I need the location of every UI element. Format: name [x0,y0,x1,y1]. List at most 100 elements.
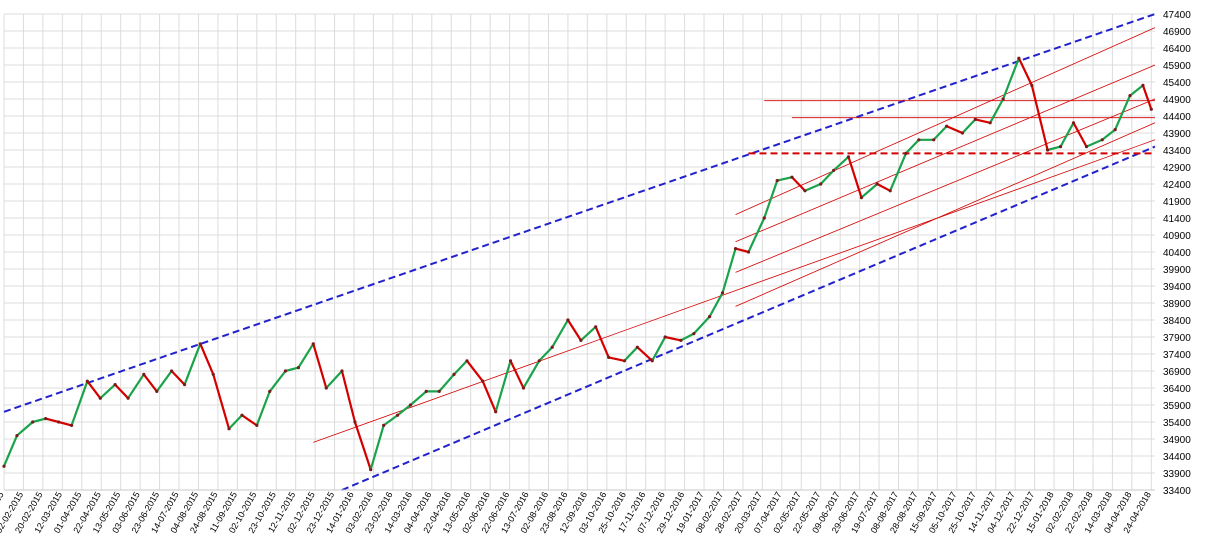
y-tick-label: 41900 [1163,197,1191,208]
price-point [2,465,5,468]
x-axis: 11-01-201502-02-201520-02-201512-03-2015… [0,490,1155,535]
price-segment [213,374,229,428]
price-point [904,152,907,155]
price-point [1128,94,1131,97]
price-segment [355,422,371,470]
y-tick-label: 37900 [1163,333,1191,344]
price-point [945,125,948,128]
price-point [860,196,863,199]
price-segment [764,181,777,218]
price-point [1030,84,1033,87]
price-point [142,373,145,376]
price-segment [496,361,511,412]
price-point [86,380,89,383]
price-segment [736,249,749,252]
price-segment [523,361,539,388]
price-point [522,386,525,389]
price-segment [1102,130,1115,140]
price-point [551,346,554,349]
price-segment [17,422,33,436]
price-point [494,410,497,413]
price-point [325,386,328,389]
price-segment [975,119,990,122]
price-point [876,182,879,185]
price-point [509,359,512,362]
price-point [227,427,230,430]
y-tick-label: 45400 [1163,78,1191,89]
price-segment [906,140,919,154]
price-point [1141,84,1144,87]
price-point [651,359,654,362]
y-tick-label: 46900 [1163,27,1191,38]
y-tick-label: 37400 [1163,350,1191,361]
price-point [1017,57,1020,60]
price-point [268,390,271,393]
price-segment [777,177,792,180]
y-tick-label: 45900 [1163,61,1191,72]
y-tick-label: 44400 [1163,112,1191,123]
price-point [917,138,920,141]
y-axis: 33400 33900 34400 34900 35400 35900 36400 36900… [1163,10,1191,497]
price-segment [115,385,128,399]
price-segment [834,157,849,171]
price-segment [947,126,963,133]
price-point [1002,97,1005,100]
price-segment [46,419,59,422]
price-point [409,403,412,406]
price-segment [298,344,313,368]
price-point [240,414,243,417]
price-point [170,369,173,372]
price-point [255,424,258,427]
trendline-fan-5 [313,140,1155,443]
price-point [212,373,215,376]
price-segment [805,184,821,191]
y-tick-label: 46400 [1163,44,1191,55]
price-point [297,366,300,369]
price-segment [1086,140,1102,147]
price-segment [581,327,596,341]
price-point [340,369,343,372]
price-point [747,250,750,253]
price-point [932,138,935,141]
price-point [776,179,779,182]
y-tick-label: 36900 [1163,367,1191,378]
price-segment [200,344,213,375]
price-point [452,373,455,376]
price-segment [861,184,877,198]
price-segment [33,419,46,422]
price-point [847,155,850,158]
y-tick-label: 43400 [1163,146,1191,157]
y-tick-label: 39900 [1163,265,1191,276]
price-point [465,359,468,362]
price-point [819,182,822,185]
price-segment [371,425,384,469]
price-point [1150,108,1153,111]
price-point [961,131,964,134]
y-tick-label: 44900 [1163,95,1191,106]
price-point [1101,138,1104,141]
price-point [763,216,766,219]
price-point [803,189,806,192]
price-point [594,325,597,328]
y-tick-label: 41400 [1163,214,1191,225]
price-point [721,291,724,294]
price-segment [144,374,157,391]
trendline-upper-channel [4,14,1155,412]
trendline-fan-1 [736,28,1155,215]
price-point [57,420,60,423]
price-segment [4,436,17,467]
price-point [636,346,639,349]
price-segment [552,320,568,347]
price-point [679,339,682,342]
price-point [44,417,47,420]
price-segment [342,371,355,422]
price-segment [128,374,144,398]
y-tick-label: 38400 [1163,316,1191,327]
price-segment [398,405,411,415]
price-segment [1074,123,1087,147]
price-point [974,118,977,121]
price-point [99,397,102,400]
price-segment [1003,58,1019,99]
price-point [579,339,582,342]
